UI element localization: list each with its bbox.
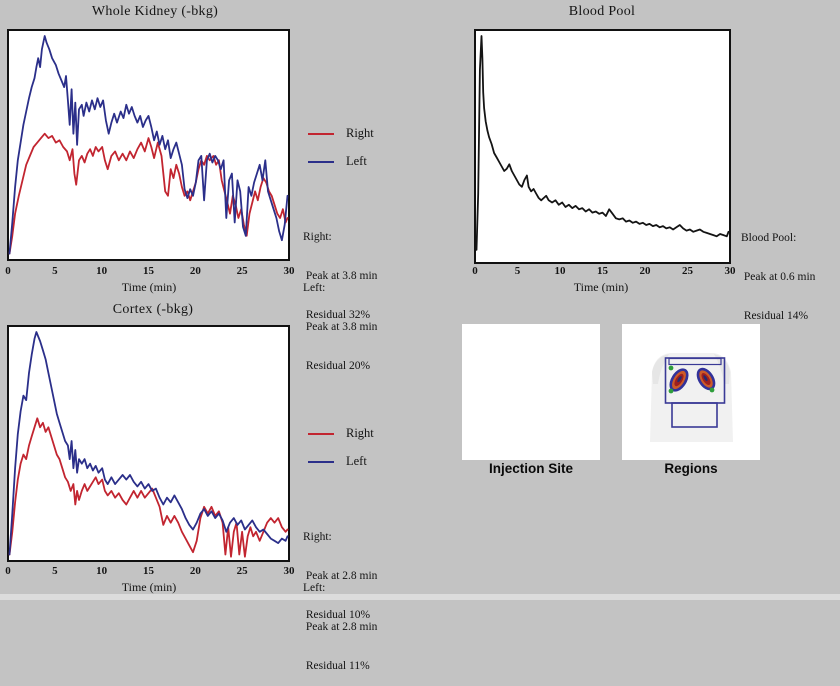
left-curve-swatch: [308, 160, 334, 163]
stats-residual: Residual 32%: [303, 309, 371, 321]
renal-analysis-screen: { "palette": { "background": "#c3c3c3", …: [0, 4, 840, 672]
x-tick-label: 30: [283, 565, 295, 577]
whole-kidney-right-stats: Right: Peak at 3.8 min Residual 32%: [303, 205, 377, 335]
x-tick-label: 5: [52, 265, 58, 277]
injection-site-label: Injection Site: [488, 461, 574, 476]
legend-label-right: Right: [346, 426, 374, 440]
cortex-title: Cortex (-bkg): [112, 302, 194, 317]
whole-kidney-legend-left: Left: [308, 154, 367, 169]
x-tick-label: 5: [52, 565, 58, 577]
x-tick-label: 15: [143, 565, 154, 577]
stats-peak: Peak at 2.8 min: [303, 621, 378, 633]
stats-peak: Peak at 0.6 min: [741, 271, 816, 283]
x-tick-label: 30: [724, 265, 736, 277]
legend-label-left: Left: [346, 454, 367, 468]
left-curve-swatch: [308, 460, 334, 463]
stats-title: Right:: [303, 531, 332, 543]
x-tick-label: 10: [96, 265, 108, 277]
stats-peak: Peak at 3.8 min: [303, 321, 378, 333]
x-tick-label: 30: [283, 265, 295, 277]
right-curve-swatch: [308, 432, 334, 435]
x-tick-label: 10: [96, 565, 108, 577]
x-tick-label: 10: [554, 265, 566, 277]
x-tick-label: 20: [639, 265, 651, 277]
x-tick-label: 15: [143, 265, 154, 277]
pole-marker-green: [668, 365, 674, 371]
x-tick-label: 15: [597, 265, 608, 277]
whole-kidney-title: Whole Kidney (-bkg): [91, 4, 219, 19]
background-roi-rect: [668, 357, 722, 366]
x-tick-label: 0: [5, 265, 11, 277]
window-bottom-strip: [0, 594, 840, 600]
blood-pool-title: Blood Pool: [568, 4, 636, 19]
regions-label: Regions: [664, 461, 718, 476]
whole-kidney-xlabel: Time (min): [121, 280, 177, 294]
whole-kidney-legend-right: Right: [308, 126, 374, 141]
stats-peak: Peak at 2.8 min: [303, 570, 378, 582]
pole-marker-green: [668, 388, 674, 394]
body-shoulder-shading-right: [714, 354, 730, 384]
stats-residual: Residual 20%: [303, 360, 371, 372]
x-tick-label: 25: [682, 265, 693, 277]
cortex-legend-right: Right: [308, 426, 374, 441]
stats-title: Left:: [303, 282, 326, 294]
legend-label-left: Left: [346, 154, 367, 168]
x-tick-label: 5: [514, 265, 521, 277]
regions-image: [622, 324, 760, 460]
pole-marker-green: [709, 387, 715, 393]
x-tick-label: 0: [472, 265, 478, 277]
cortex-plot: [7, 325, 290, 562]
cortex-legend-left: Left: [308, 454, 367, 469]
regions-scintigram: [650, 353, 733, 442]
stats-title: Left:: [303, 582, 326, 594]
left-kidney-region: [669, 368, 689, 392]
legend-label-right: Right: [346, 126, 374, 140]
cortex-left-stats: Left: Peak at 2.8 min Residual 11%: [303, 556, 377, 686]
x-tick-label: 25: [236, 565, 248, 577]
stats-residual: Residual 11%: [303, 660, 370, 672]
whole-kidney-left-stats: Left: Peak at 3.8 min Residual 20%: [303, 256, 377, 386]
x-tick-label: 25: [236, 265, 248, 277]
stats-title: Right:: [303, 231, 332, 243]
bladder-roi-rect: [671, 402, 718, 428]
blood-pool-stats: Blood Pool: Peak at 0.6 min Residual 14%: [741, 206, 815, 336]
whole-kidney-plot: [7, 29, 290, 261]
x-tick-label: 20: [189, 265, 201, 277]
x-tick-label: 20: [189, 565, 201, 577]
blood-pool-xlabel: Time (min): [573, 280, 629, 294]
right-curve-swatch: [308, 132, 334, 135]
stats-residual: Residual 14%: [741, 310, 809, 322]
x-tick-label: 0: [5, 565, 11, 577]
stats-title: Blood Pool:: [741, 232, 797, 244]
cortex-xlabel: Time (min): [121, 580, 177, 594]
blood-pool-plot: [474, 29, 731, 264]
injection-site-image: [462, 324, 600, 460]
stats-peak: Peak at 3.8 min: [303, 270, 378, 282]
